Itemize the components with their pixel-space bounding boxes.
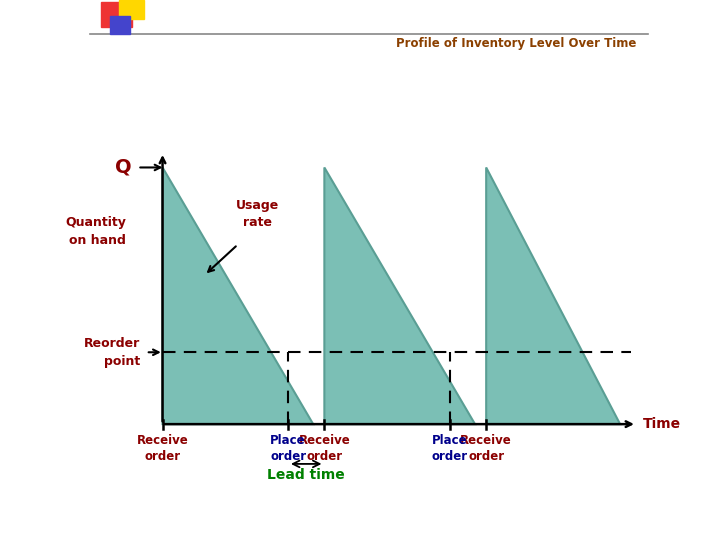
Text: Place
order: Place order [432,434,468,463]
Bar [110,16,130,33]
Polygon shape [163,167,313,424]
Text: Receive
order: Receive order [299,434,350,463]
Bar [101,2,132,28]
Text: Time: Time [642,417,680,431]
Text: Q: Q [115,158,132,177]
Text: Usage
rate: Usage rate [235,199,279,229]
Text: Place
order: Place order [270,434,306,463]
Polygon shape [486,167,620,424]
Text: Lead time: Lead time [267,468,345,482]
Text: Quantity
on hand: Quantity on hand [66,216,126,247]
Text: Receive
order: Receive order [137,434,189,463]
Text: Receive
order: Receive order [460,434,512,463]
Bar [119,0,143,19]
Text: Reorder
point: Reorder point [84,337,140,368]
Polygon shape [324,167,475,424]
Text: Profile of Inventory Level Over Time: Profile of Inventory Level Over Time [397,37,637,50]
